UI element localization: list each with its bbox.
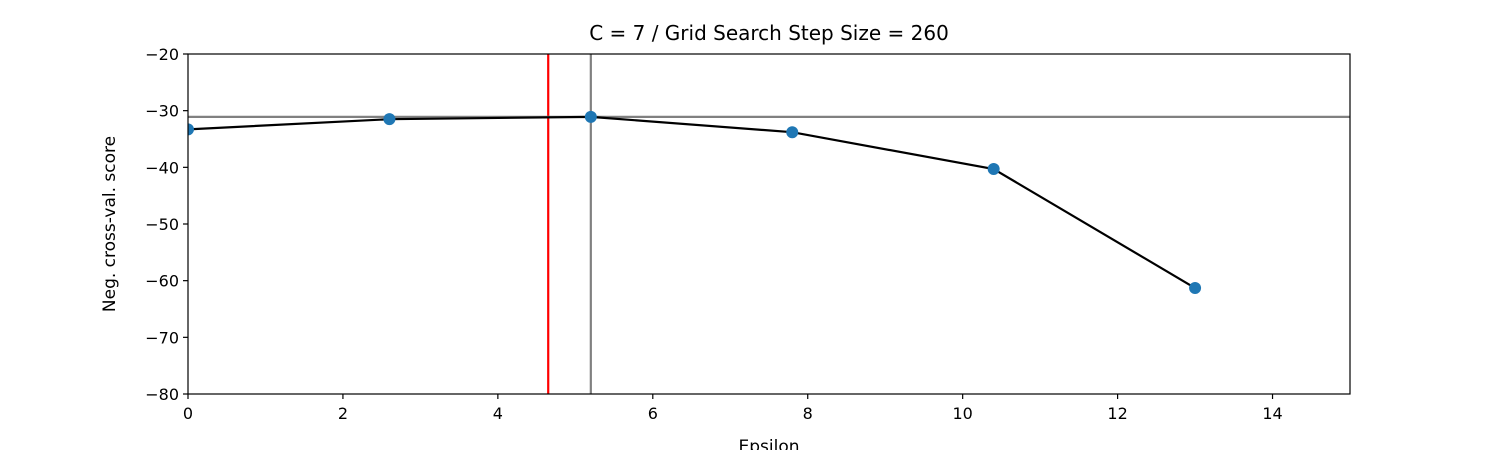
data-point-2 [584, 110, 597, 123]
x-tick-label: 8 [803, 404, 813, 423]
x-axis-label: Epsilon [738, 437, 799, 450]
x-tick-label: 12 [1107, 404, 1127, 423]
y-tick-label: −40 [145, 158, 179, 177]
chart-title: C = 7 / Grid Search Step Size = 260 [589, 21, 949, 45]
data-point-3 [786, 126, 799, 139]
y-axis-label: Neg. cross-val. score [100, 136, 120, 312]
data-point-0 [188, 123, 194, 136]
reference-lines [188, 54, 1350, 394]
x-tick-label: 10 [952, 404, 972, 423]
data-point-5 [1189, 282, 1202, 295]
series-line-0 [188, 115, 1196, 289]
x-tick-label: 0 [183, 404, 193, 423]
axes-frame [187, 53, 1351, 395]
y-tick-label: −80 [145, 385, 179, 404]
series-layer [188, 110, 1202, 295]
x-tick-label: 14 [1262, 404, 1282, 423]
x-tick-label: 2 [338, 404, 348, 423]
x-tick-label: 6 [648, 404, 658, 423]
y-tick-label: −60 [145, 272, 179, 291]
y-tick-label: −30 [145, 102, 179, 121]
x-axis: 0 2 4 6 8 10 12 14 [183, 394, 1283, 423]
y-tick-label: −50 [145, 215, 179, 234]
y-tick-label: −20 [145, 45, 179, 64]
y-tick-label: −70 [145, 328, 179, 347]
y-axis: −20 −30 −40 −50 −60 −70 −80 [145, 45, 188, 404]
x-tick-label: 4 [493, 404, 503, 423]
data-point-1 [383, 113, 396, 126]
data-point-4 [987, 163, 1000, 176]
